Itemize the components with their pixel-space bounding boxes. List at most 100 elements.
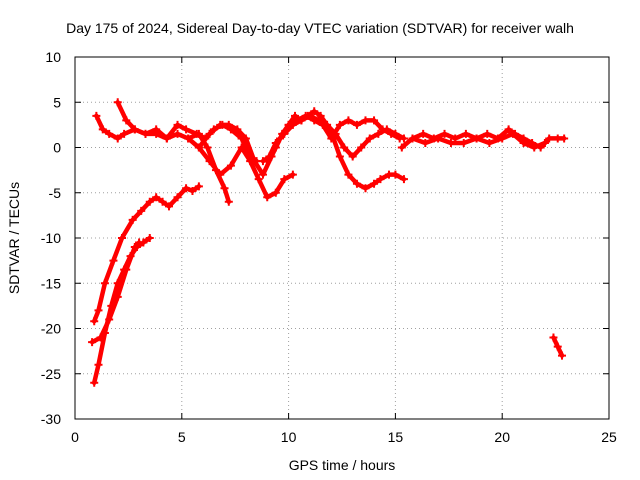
y-tick-label: -25 <box>41 366 61 382</box>
data-point <box>152 193 161 202</box>
series-arc-5 <box>115 100 232 205</box>
data-point <box>135 238 144 247</box>
data-point <box>194 182 203 191</box>
data-point <box>459 138 468 147</box>
data-point <box>105 129 114 138</box>
data-point <box>288 170 297 179</box>
y-axis-label: SDTVAR / TECUs <box>6 182 22 294</box>
x-tick-label: 15 <box>388 429 404 445</box>
data-point <box>316 111 325 120</box>
x-tick-label: 0 <box>71 429 79 445</box>
data-point <box>220 184 229 193</box>
y-tick-label: 10 <box>45 49 61 65</box>
data-point <box>137 206 146 215</box>
data-point <box>128 215 137 224</box>
data-point <box>399 134 408 143</box>
data-series <box>88 98 569 387</box>
data-point <box>446 138 455 147</box>
data-point <box>145 197 154 206</box>
data-point <box>560 134 569 143</box>
data-point <box>314 116 323 125</box>
data-point <box>90 317 99 326</box>
data-point <box>498 134 507 143</box>
series-arc-2 <box>91 235 153 386</box>
data-point <box>152 129 161 138</box>
data-point <box>399 175 408 184</box>
data-point <box>250 157 259 166</box>
data-point <box>519 138 528 147</box>
data-point <box>352 179 361 188</box>
axis-ticks: 0 5 10 15 20 25 -30 -25 -20 -15 -10 -5 0 5 10 <box>41 49 617 445</box>
data-point <box>558 351 567 360</box>
data-point <box>391 129 400 138</box>
data-point <box>397 143 406 152</box>
y-tick-label: -30 <box>41 411 61 427</box>
data-point <box>280 175 289 184</box>
y-tick-label: -10 <box>41 230 61 246</box>
data-point <box>374 129 383 138</box>
y-tick-label: -20 <box>41 321 61 337</box>
data-point <box>117 234 126 242</box>
data-point <box>323 120 332 129</box>
data-point <box>100 279 109 288</box>
series-arc-6 <box>185 136 296 200</box>
data-point <box>370 116 379 125</box>
data-point <box>370 179 379 188</box>
data-point <box>530 143 539 152</box>
data-point <box>504 125 513 134</box>
data-point <box>340 143 349 152</box>
data-point <box>344 170 353 179</box>
data-point <box>182 184 191 193</box>
data-point <box>94 306 103 315</box>
data-point <box>348 152 357 161</box>
data-point <box>94 360 103 369</box>
data-point <box>122 265 131 274</box>
data-point <box>98 125 107 134</box>
data-point <box>130 243 139 252</box>
data-point <box>357 143 366 152</box>
data-point <box>258 170 267 179</box>
data-point <box>109 256 118 265</box>
data-point <box>184 134 193 143</box>
data-point <box>508 129 517 138</box>
data-point <box>233 125 242 134</box>
data-point <box>113 292 122 301</box>
data-point <box>434 134 443 143</box>
data-point <box>216 120 225 129</box>
data-point <box>461 129 470 138</box>
data-point <box>376 175 385 184</box>
data-point <box>421 138 430 147</box>
chart-title: Day 175 of 2024, Sidereal Day-to-day VTE… <box>66 20 574 36</box>
data-point <box>203 143 212 152</box>
y-tick-label: 5 <box>53 94 61 110</box>
data-point <box>297 116 306 125</box>
data-point <box>271 188 280 197</box>
data-point <box>241 134 250 143</box>
data-point <box>335 120 344 129</box>
data-point <box>291 111 300 120</box>
data-point <box>335 152 344 161</box>
y-tick-label: -5 <box>49 185 62 201</box>
data-point <box>92 111 101 120</box>
data-point <box>310 107 319 116</box>
x-tick-label: 5 <box>178 429 186 445</box>
x-tick-label: 10 <box>281 429 297 445</box>
data-point <box>194 143 203 152</box>
data-point <box>382 125 391 134</box>
data-point <box>224 197 233 206</box>
data-point <box>158 197 167 206</box>
x-axis-label: GPS time / hours <box>289 457 396 473</box>
data-point <box>483 129 492 138</box>
series-arc-1 <box>91 184 202 324</box>
data-point <box>105 315 114 324</box>
data-point <box>419 129 428 138</box>
data-point <box>96 333 105 342</box>
data-point <box>226 161 235 170</box>
data-point <box>173 129 182 138</box>
data-point <box>331 129 340 138</box>
data-point <box>88 338 97 347</box>
x-tick-label: 20 <box>494 429 510 445</box>
data-point <box>485 138 494 147</box>
data-point <box>553 342 562 351</box>
